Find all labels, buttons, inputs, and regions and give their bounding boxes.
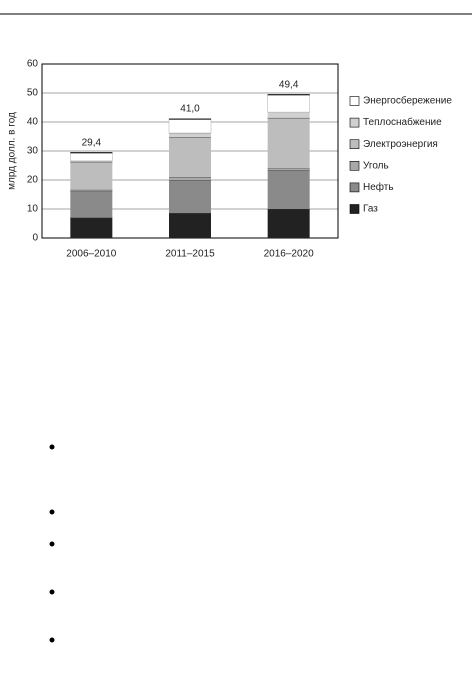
bar-segment [70, 160, 113, 163]
bullet [49, 589, 55, 595]
y-axis-label: млрд долл. в год [7, 112, 18, 190]
bar-segment [267, 94, 310, 113]
y-tick-label: 10 [27, 204, 39, 215]
bar-segment [70, 152, 113, 162]
bar-segment [168, 118, 212, 134]
bar-segment [267, 117, 310, 169]
bar-segment [169, 177, 211, 180]
legend-label: Теплоснабжение [363, 116, 442, 128]
bar-segment [169, 133, 211, 138]
legend-label: Электроэнергия [363, 139, 438, 150]
bullet [49, 637, 55, 643]
bar-segment [169, 213, 211, 238]
bar-segment [70, 189, 113, 192]
bar-segment [267, 170, 310, 209]
bar-segment [267, 168, 310, 171]
bullets [49, 444, 55, 643]
legend-swatch [349, 139, 360, 149]
bullet [49, 509, 55, 515]
legend-swatch [349, 117, 360, 128]
y-tick-label: 20 [27, 175, 39, 186]
x-tick-label: 2006–2010 [66, 249, 116, 260]
bar-segment [169, 180, 211, 214]
x-tick-label: 2011–2015 [165, 249, 215, 260]
y-tick-label: 60 [27, 59, 39, 70]
bullet [49, 444, 55, 450]
bar-segment [70, 191, 113, 218]
x-tick-label: 2016–2020 [264, 249, 314, 260]
bullet [49, 541, 55, 547]
bar-segment [267, 209, 310, 238]
y-tick-label: 50 [27, 88, 39, 99]
legend-label: Уголь [363, 160, 389, 171]
legend-swatch [349, 204, 360, 214]
bar-segment [70, 217, 113, 238]
legend-label: Газ [363, 204, 378, 215]
bar-segment [70, 162, 113, 190]
y-tick-label: 40 [27, 117, 39, 128]
total-label: 29,4 [82, 137, 102, 148]
bar-segment [169, 137, 211, 178]
total-label: 41,0 [180, 104, 200, 115]
legend-label: Энергосбережение [363, 95, 452, 107]
y-tick-label: 30 [27, 146, 39, 157]
total-label: 49,4 [279, 79, 299, 90]
legend-label: Нефть [363, 181, 394, 193]
bar-segment [267, 112, 310, 118]
legend-swatch [349, 96, 360, 106]
y-tick-label: 0 [32, 233, 38, 244]
legend-swatch [349, 161, 360, 171]
legend-swatch [349, 182, 360, 193]
